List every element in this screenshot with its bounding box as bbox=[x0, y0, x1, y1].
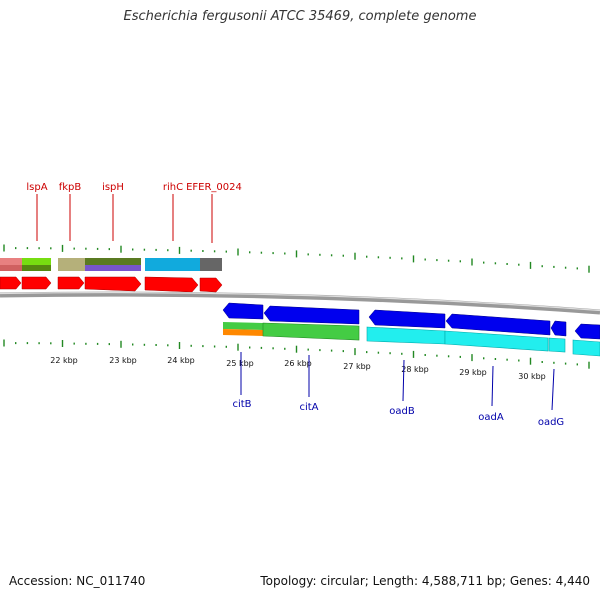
genome-title: Escherichia fergusonii ATCC 35469, compl… bbox=[123, 9, 477, 24]
feature-block bbox=[200, 258, 222, 271]
scale-label: 27 kbp bbox=[343, 362, 371, 371]
reverse-gene-labels: citB citA oadB oadA oadG bbox=[232, 352, 564, 428]
feature-block bbox=[262, 322, 360, 341]
reverse-cds-track bbox=[222, 302, 600, 340]
cds-arrow-forward bbox=[144, 276, 199, 293]
scale-label: 24 kbp bbox=[167, 356, 195, 365]
genome-backbone bbox=[0, 291, 600, 315]
gene-label-oadB: oadB bbox=[389, 406, 415, 417]
feature-block bbox=[85, 258, 141, 265]
cds-arrow-forward bbox=[84, 276, 142, 292]
cds-arrow-reverse bbox=[368, 309, 446, 329]
inner-tick-ring bbox=[3, 339, 590, 369]
feature-block bbox=[444, 330, 549, 352]
gene-label-ispH: ispH bbox=[102, 182, 124, 193]
genome-backbone-highlight bbox=[0, 291, 600, 312]
scale-label: 22 kbp bbox=[50, 356, 78, 365]
scale-label: 30 kbp bbox=[518, 372, 546, 381]
forward-feature-band bbox=[0, 258, 222, 271]
cds-arrow-forward bbox=[0, 276, 22, 290]
feature-block bbox=[366, 326, 446, 345]
genome-summary: Topology: circular; Length: 4,588,711 bp… bbox=[260, 574, 590, 588]
gene-label-oadG: oadG bbox=[538, 417, 564, 428]
accession-label: Accession: NC_011740 bbox=[9, 574, 146, 588]
gene-leader-line bbox=[491, 365, 494, 407]
cds-arrow-reverse bbox=[263, 305, 360, 325]
gene-label-lspA: lspA bbox=[26, 182, 47, 193]
reverse-feature-band bbox=[223, 322, 600, 357]
scale-label: 29 kbp bbox=[459, 368, 487, 377]
gene-label-EFER_0024: EFER_0024 bbox=[186, 182, 242, 193]
feature-block bbox=[58, 258, 85, 271]
cds-arrow-reverse bbox=[445, 313, 551, 336]
cds-arrow-forward bbox=[57, 276, 85, 290]
cds-arrow-reverse bbox=[550, 320, 567, 337]
gene-label-fkpB: fkpB bbox=[59, 182, 82, 193]
feature-block bbox=[145, 258, 200, 271]
outer-tick-ring bbox=[3, 244, 590, 273]
gene-label-oadA: oadA bbox=[478, 412, 504, 423]
scale-label: 26 kbp bbox=[284, 359, 312, 368]
feature-block bbox=[223, 322, 263, 330]
feature-block bbox=[223, 329, 263, 336]
feature-block bbox=[0, 258, 22, 266]
cds-arrow-forward bbox=[21, 276, 52, 290]
feature-block bbox=[572, 339, 600, 357]
feature-block bbox=[0, 265, 22, 271]
gene-label-rihC: rihC bbox=[163, 182, 183, 193]
feature-block bbox=[548, 337, 566, 353]
scale-label: 23 kbp bbox=[109, 356, 137, 365]
gene-label-citB: citB bbox=[232, 399, 251, 410]
forward-gene-labels: lspA fkpB ispH rihC EFER_0024 bbox=[26, 182, 242, 243]
gene-leader-line bbox=[402, 359, 405, 402]
cds-arrow-forward bbox=[199, 277, 223, 293]
cds-arrow-reverse bbox=[222, 302, 264, 320]
gene-leader-line bbox=[551, 368, 555, 411]
feature-block bbox=[85, 265, 141, 271]
feature-block bbox=[22, 258, 51, 265]
scale-labels: 22 kbp 23 kbp 24 kbp 25 kbp 26 kbp 27 kb… bbox=[50, 356, 546, 381]
cds-arrow-reverse bbox=[574, 323, 600, 340]
gene-label-citA: citA bbox=[299, 402, 318, 413]
forward-cds-track bbox=[0, 276, 223, 293]
feature-block bbox=[22, 265, 51, 271]
scale-label: 25 kbp bbox=[226, 359, 254, 368]
scale-label: 28 kbp bbox=[401, 365, 429, 374]
